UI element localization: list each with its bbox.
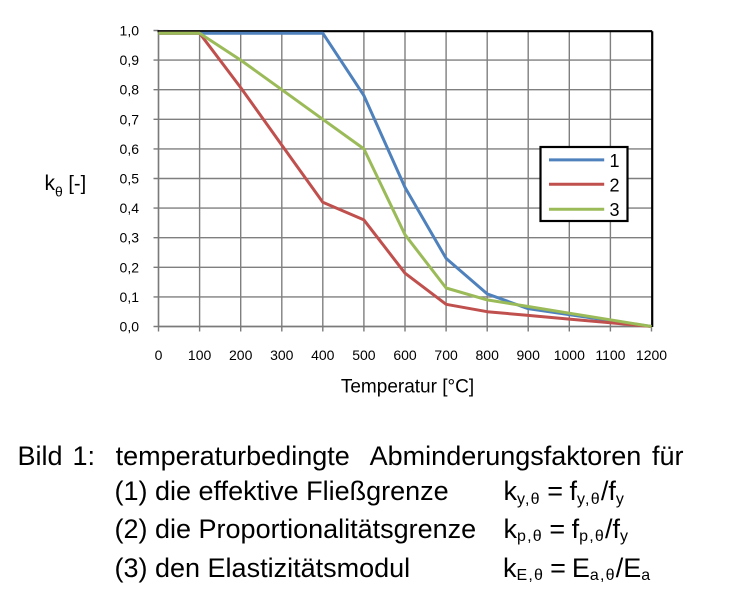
svg-text:1000: 1000 <box>554 347 585 363</box>
svg-text:0,7: 0,7 <box>120 111 140 127</box>
svg-text:0,5: 0,5 <box>120 171 140 187</box>
svg-text:Temperatur [°C]: Temperatur [°C] <box>341 377 474 398</box>
svg-text:0: 0 <box>155 347 163 363</box>
svg-text:200: 200 <box>229 347 253 363</box>
svg-text:0,8: 0,8 <box>120 82 140 98</box>
svg-text:800: 800 <box>476 347 500 363</box>
svg-text:kθ [-]: kθ [-] <box>45 172 87 200</box>
svg-text:0,2: 0,2 <box>120 259 140 275</box>
svg-text:1,0: 1,0 <box>120 23 140 39</box>
svg-text:100: 100 <box>188 347 212 363</box>
svg-text:1200: 1200 <box>636 347 667 363</box>
svg-text:1: 1 <box>610 151 620 171</box>
svg-text:900: 900 <box>517 347 541 363</box>
svg-text:0,4: 0,4 <box>120 200 140 216</box>
svg-text:2: 2 <box>610 175 620 195</box>
svg-text:400: 400 <box>311 347 335 363</box>
svg-text:3: 3 <box>610 200 620 220</box>
svg-text:0,3: 0,3 <box>120 230 140 246</box>
svg-text:0,0: 0,0 <box>120 319 140 335</box>
svg-text:300: 300 <box>270 347 294 363</box>
svg-text:500: 500 <box>352 347 376 363</box>
svg-text:700: 700 <box>434 347 458 363</box>
svg-text:0,1: 0,1 <box>120 289 140 305</box>
svg-text:1100: 1100 <box>595 347 625 363</box>
svg-text:0,6: 0,6 <box>120 141 140 157</box>
svg-text:0,9: 0,9 <box>120 52 140 68</box>
svg-text:600: 600 <box>393 347 417 363</box>
